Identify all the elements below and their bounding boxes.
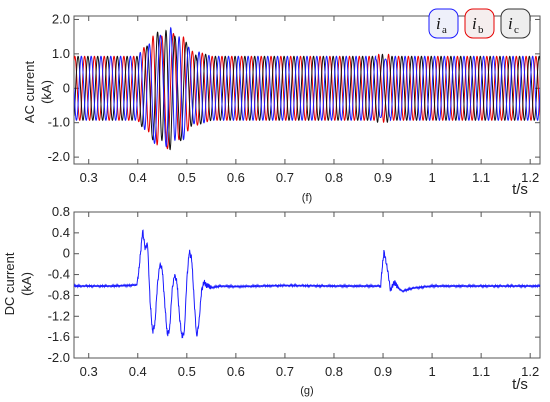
y-tick-label: 2.0 (52, 11, 70, 26)
plot-frame (73, 211, 541, 359)
y-tick-label: -1.2 (48, 308, 70, 323)
legend-label-ia: i (436, 14, 441, 33)
legend-item-ic: i c (500, 8, 531, 39)
y-axis-label: AC current (22, 61, 37, 124)
x-tick-label: 0.9 (374, 170, 392, 185)
legend-label-ic: i (508, 14, 513, 33)
x-tick-label: 0.6 (227, 170, 245, 185)
x-tick-label: 0.5 (178, 170, 196, 185)
legend-box-ia (428, 8, 459, 39)
y-tick-labels: 0.8 0.4 0 -0.4 -0.8 -1.2 -1.6 -2.0 (48, 204, 70, 365)
legend-item-ib: i b (464, 8, 495, 39)
legend-subscript-ia: a (442, 24, 447, 36)
series-line-dc (73, 229, 541, 339)
ac-current-chart: 2.0 1.0 0 -1.0 -2.0 0.3 0.4 0.5 0.6 0.7 0.8 0.9 1 1.… (22, 8, 541, 204)
y-tick-label: 0.8 (52, 204, 70, 219)
x-tick-label: 0.7 (276, 170, 294, 185)
x-tick-labels: 0.3 0.4 0.5 0.6 0.7 0.8 0.9 1 1.1 1.2 (80, 364, 540, 379)
x-tick-label: 0.4 (129, 170, 147, 185)
y-axis-unit: (kA) (39, 80, 54, 104)
legend-subscript-ic: c (514, 24, 519, 36)
series-group (73, 229, 541, 339)
x-tick-label: 0.3 (80, 170, 98, 185)
x-tick-label: 0.6 (227, 364, 245, 379)
y-axis-label: DC current (2, 252, 17, 315)
x-tick-label: 1.1 (472, 170, 490, 185)
y-tick-marks (74, 211, 540, 359)
x-tick-label: 0.3 (80, 364, 98, 379)
y-tick-labels: 2.0 1.0 0 -1.0 -2.0 (48, 11, 70, 164)
x-tick-label: 1 (428, 364, 435, 379)
series-group (74, 26, 540, 151)
legend-item-ia: i a (428, 8, 459, 39)
y-tick-label: 0.4 (52, 225, 70, 240)
y-tick-label: -0.8 (48, 287, 70, 302)
chart-caption: (f) (302, 192, 312, 204)
y-tick-label: -1.6 (48, 329, 70, 344)
legend-label-ib: i (472, 14, 477, 33)
y-tick-label: 1.0 (52, 46, 70, 61)
x-tick-label: 0.7 (276, 364, 294, 379)
y-tick-label: -1.0 (48, 115, 70, 130)
x-tick-label: 0.4 (129, 364, 147, 379)
x-axis-label: t/s (512, 376, 528, 393)
x-tick-marks (88, 212, 531, 358)
x-tick-label: 0.9 (374, 364, 392, 379)
y-axis-unit: (kA) (19, 272, 34, 296)
series-line-ia (74, 26, 540, 148)
y-tick-marks (74, 18, 540, 158)
y-tick-label: 0 (63, 246, 70, 261)
legend-box-ib (464, 8, 495, 39)
x-tick-labels: 0.3 0.4 0.5 0.6 0.7 0.8 0.9 1 1.1 1.2 (80, 170, 540, 185)
y-tick-label: -2.0 (48, 350, 70, 365)
y-tick-label: 0 (63, 80, 70, 95)
legend-subscript-ib: b (478, 24, 484, 36)
y-tick-label: -0.4 (48, 267, 70, 282)
chart-caption: (g) (300, 385, 313, 397)
legend: i a i b i c (428, 8, 531, 39)
x-tick-label: 1.1 (472, 364, 490, 379)
x-axis-label: t/s (512, 181, 528, 198)
legend-box-ic (500, 8, 531, 39)
x-tick-label: 1.2 (521, 364, 539, 379)
x-tick-label: 0.8 (325, 364, 343, 379)
x-tick-label: 0.8 (325, 170, 343, 185)
x-tick-label: 1.2 (521, 170, 539, 185)
x-tick-label: 0.5 (178, 364, 196, 379)
x-tick-label: 1 (428, 170, 435, 185)
y-tick-label: -2.0 (48, 149, 70, 164)
dc-current-chart: 0.8 0.4 0 -0.4 -0.8 -1.2 -1.6 -2.0 0.3 0.4 0.5 0.6… (2, 204, 541, 397)
